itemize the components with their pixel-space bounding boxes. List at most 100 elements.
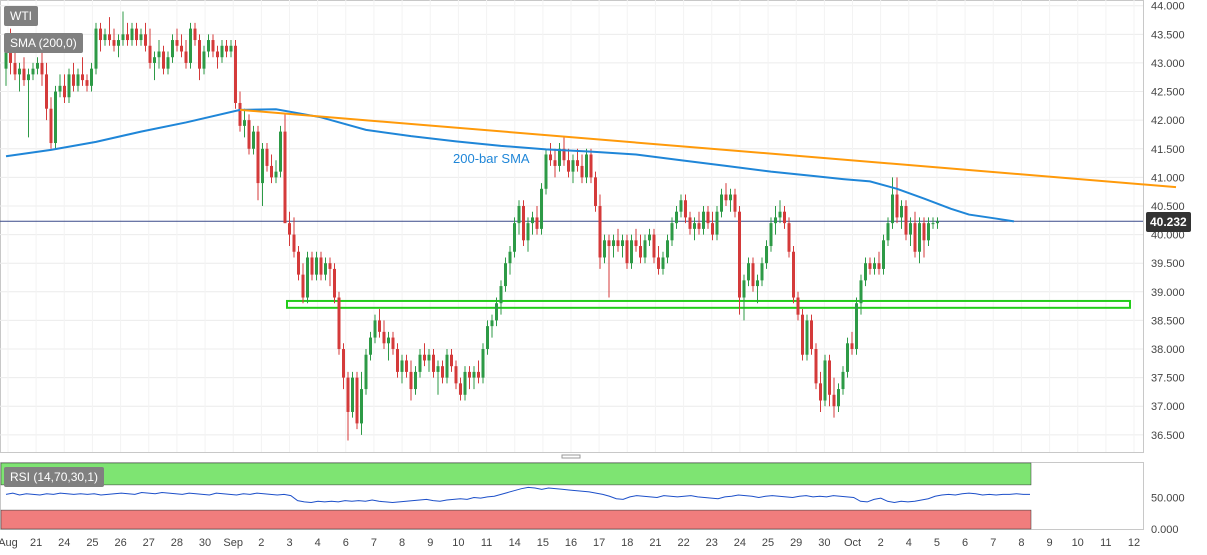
candle [436,360,440,395]
candle-body [486,326,489,350]
candle-body [436,366,440,372]
candle-body [153,57,156,63]
candle-body [220,45,224,58]
candle [729,188,732,212]
candle [171,34,174,63]
candle-body [751,263,755,287]
candle-body [315,257,318,275]
candle [567,148,570,178]
candle-body [549,154,552,161]
candle-body [81,74,84,81]
price-tick-label: 43.500 [1151,29,1185,41]
candle [135,22,138,46]
candle-body [94,28,98,69]
candle-body [202,51,206,69]
candle [67,68,71,103]
candle-body [765,246,768,264]
candle [846,337,849,378]
candle [544,148,548,195]
candle [288,211,291,247]
time-tick-label: 8 [1018,537,1024,549]
candle-body [481,349,485,378]
candle [513,217,516,258]
candle-body [832,394,836,407]
candle [904,200,908,241]
candle [189,22,192,69]
candle-body [634,240,638,247]
candle [504,257,507,292]
candle-body [783,211,786,224]
candle-body [216,51,219,58]
candle-body [616,240,620,247]
candle [130,22,134,46]
candle-body [211,40,215,52]
candle [22,57,26,86]
candle-body [742,280,746,298]
candle [369,331,372,361]
candle [454,360,458,390]
candle [364,349,368,395]
candle [270,154,273,184]
candle [225,40,228,58]
candle [18,62,21,92]
candle [657,246,660,275]
candle-body [670,223,674,241]
candle-body [562,148,566,161]
candle [747,257,750,287]
candle-body [643,240,647,258]
candle-body [675,211,678,224]
time-tick-label: Oct [844,537,861,549]
price-tick-label: 42.500 [1151,87,1185,99]
candle-body [108,34,111,41]
candle [585,148,588,184]
candle-body [121,34,125,41]
candle-body [283,131,287,224]
candle [292,217,296,258]
candle [742,274,746,321]
candle [499,280,503,315]
resistance-trendline [239,108,1177,189]
candle-body [499,286,503,304]
candle [864,257,867,287]
candle-body [463,371,467,395]
candle [652,228,656,264]
candle-body [117,40,120,46]
candle-body [535,217,539,229]
candle-body [558,148,561,166]
time-tick-label: 3 [286,537,292,549]
candle-body [724,194,728,201]
candle [909,217,912,247]
candle [720,188,723,218]
candle-body [445,354,449,378]
candle [697,211,701,235]
candle-body [787,223,791,252]
candle [180,34,183,58]
candle-body [648,234,651,241]
time-tick-label: 10 [452,537,464,549]
candle-body [400,360,404,372]
candle [58,74,62,98]
candle [643,234,647,264]
candle [540,183,543,235]
time-tick-label: 9 [427,537,433,549]
candle-body [837,389,840,407]
time-tick-label: 7 [371,537,377,549]
candle-body [769,223,773,247]
candle-body [936,221,939,224]
price-tick-label: 44.000 [1151,1,1185,13]
candle [468,366,471,390]
candle [261,143,264,206]
candle-body [418,354,422,372]
candle [333,263,336,304]
time-tick-label: Aug [0,537,18,549]
candle [234,40,237,109]
candle-body [382,331,386,344]
candle [648,228,651,247]
candle [202,45,206,75]
candle-body [801,314,804,355]
candle-body [441,366,444,378]
candle-body [378,320,381,332]
candle [616,228,620,252]
candle [715,205,719,241]
